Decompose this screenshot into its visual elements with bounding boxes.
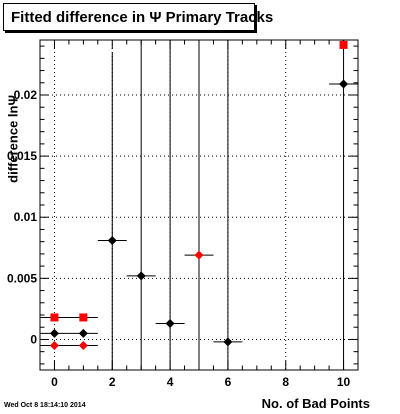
data-points — [40, 40, 358, 370]
y-axis-label: difference lnΨ — [5, 95, 21, 183]
x-tick-label: 8 — [282, 375, 289, 389]
y-tick-label: 0.015 — [7, 149, 37, 163]
data-point-diamond — [49, 328, 59, 338]
x-tick-label: 6 — [225, 375, 232, 389]
chart-title: Fitted difference in Ψ Primary Tracks — [11, 8, 274, 26]
data-point-diamond — [78, 341, 88, 351]
data-point-diamond — [49, 341, 59, 351]
y-tick-label: 0 — [30, 332, 37, 346]
timestamp: Wed Oct 8 18:14:10 2014 — [4, 402, 86, 409]
axes: 0 2 4 6 8 10 0 0.005 0.01 0.015 0.02 — [7, 40, 358, 389]
x-tick-label: 4 — [167, 375, 174, 389]
data-point-diamond — [339, 79, 349, 89]
data-point-diamond — [223, 337, 233, 347]
data-point-diamond — [194, 250, 204, 260]
data-point-diamond — [78, 328, 88, 338]
x-tick-label: 2 — [109, 375, 116, 389]
data-point-diamond — [136, 271, 146, 281]
x-tick-label: 0 — [51, 375, 58, 389]
data-point-diamond — [165, 319, 175, 329]
y-tick-label: 0.005 — [7, 271, 37, 285]
x-axis-label: No. of Bad Points — [261, 396, 370, 411]
chart-title-box: Fitted difference in Ψ Primary Tracks — [3, 3, 273, 31]
data-point-square — [79, 313, 88, 322]
data-point-diamond — [107, 235, 117, 245]
grid — [40, 40, 358, 370]
data-point-square — [339, 40, 348, 49]
y-tick-label: 0.01 — [14, 210, 38, 224]
x-tick-label: 10 — [337, 375, 351, 389]
y-tick-label: 0.02 — [14, 88, 38, 102]
data-point-square — [50, 313, 59, 322]
